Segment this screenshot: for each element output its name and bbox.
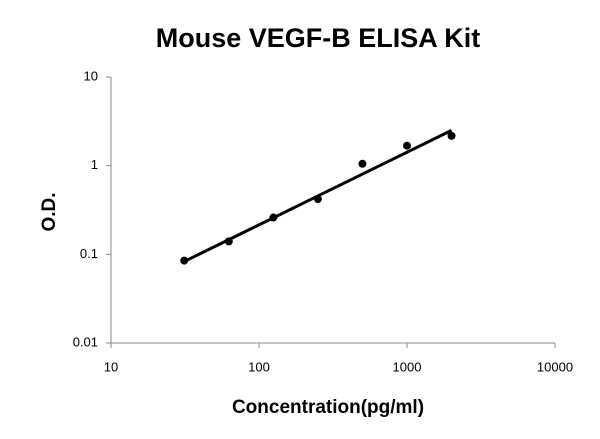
y-tick-label: 10 [84,68,98,83]
data-point [403,141,411,150]
chart-title: Mouse VEGF-B ELISA Kit [156,23,481,53]
data-point [447,131,456,140]
x-tick-label: 1000 [393,359,422,374]
x-tick-label: 100 [248,359,270,374]
y-tick-label: 0.01 [73,334,98,349]
y-tick-label: 1 [91,157,98,172]
x-axis-label: Concentration(pg/ml) [232,397,424,418]
x-tick-label: 10000 [537,359,573,374]
data-point [269,213,278,222]
y-axis-label: O.D. [39,192,60,231]
x-tick-label: 10 [104,359,118,374]
data-point [358,159,367,168]
data-point [180,256,189,265]
data-point [224,237,233,246]
data-point [313,195,322,204]
y-tick-label: 0.1 [80,246,98,261]
